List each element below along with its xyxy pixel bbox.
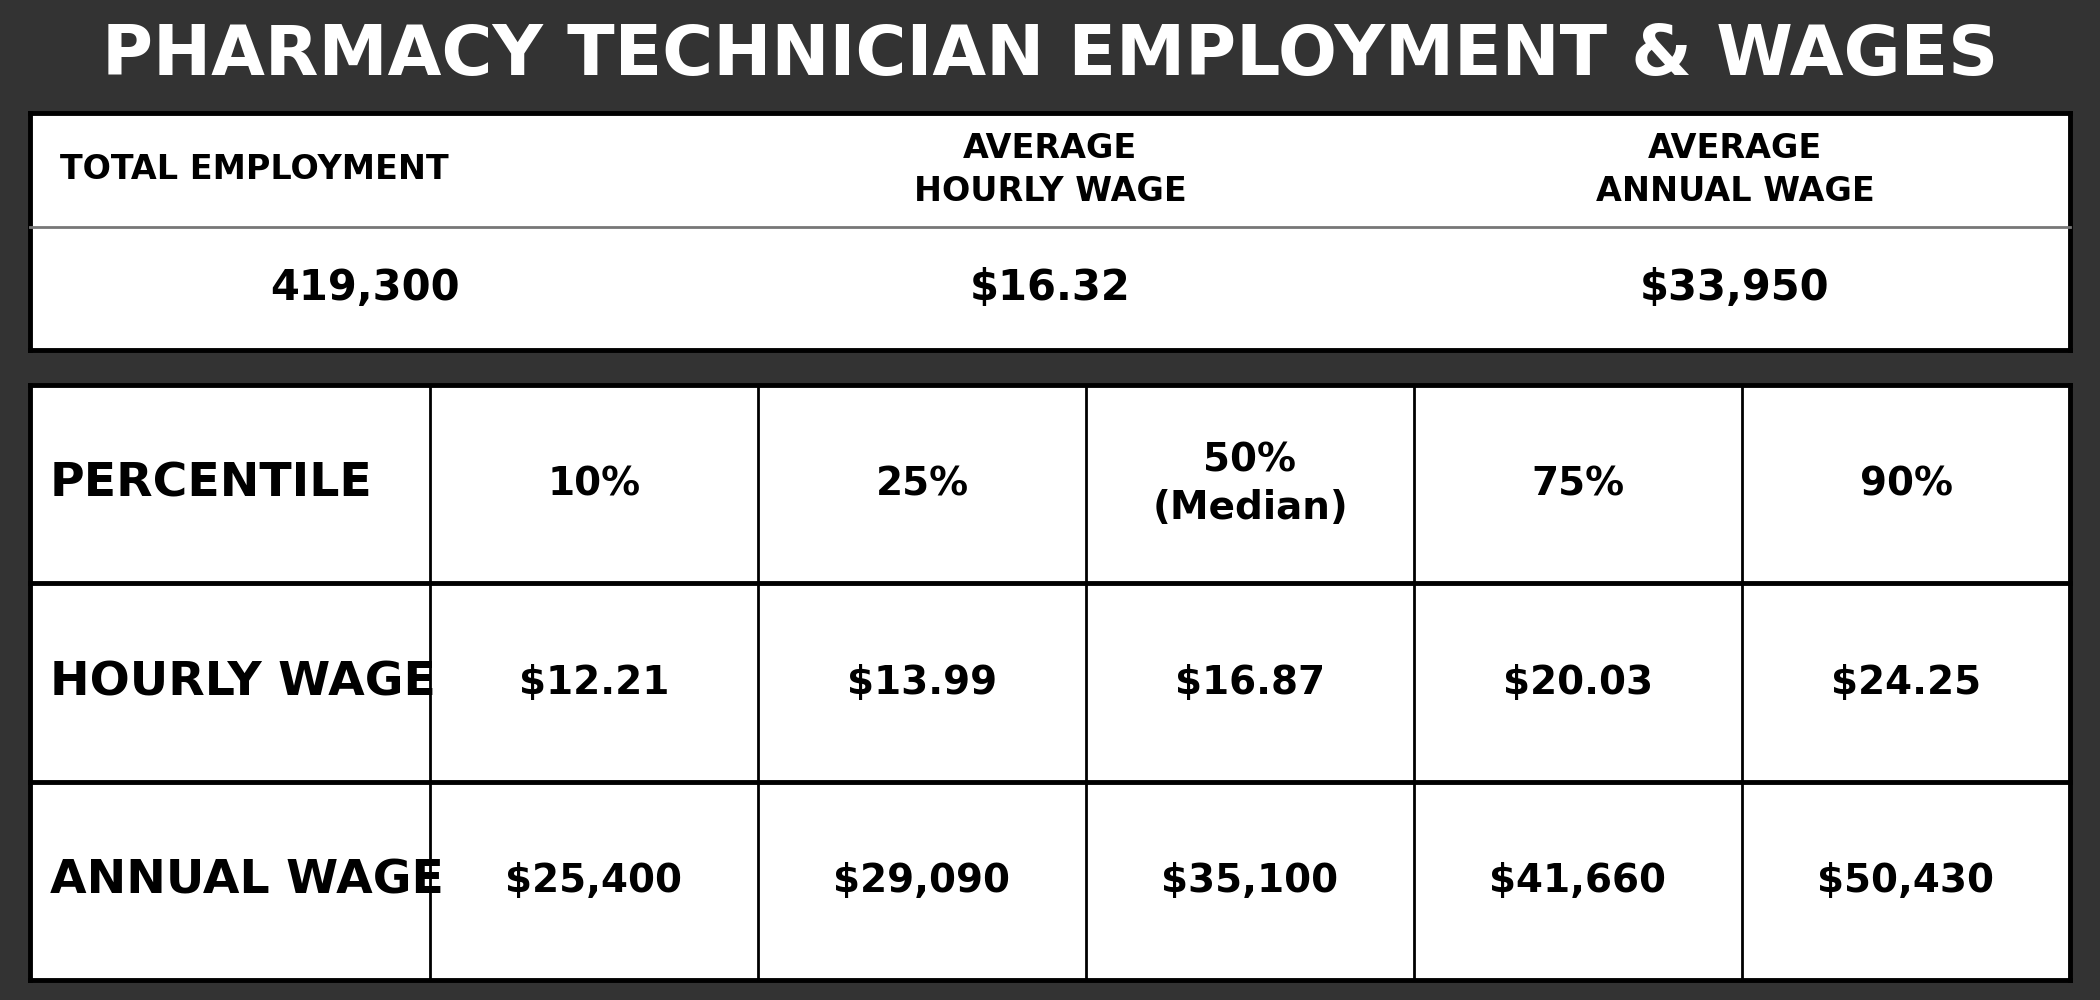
Text: $29,090: $29,090: [834, 862, 1010, 900]
Text: TOTAL EMPLOYMENT: TOTAL EMPLOYMENT: [61, 153, 449, 186]
Text: $16.87: $16.87: [1174, 664, 1325, 702]
Text: $50,430: $50,430: [1816, 862, 1995, 900]
Text: $25,400: $25,400: [506, 862, 682, 900]
Bar: [0, 0, 2100, 110]
Bar: [29, 385, 2071, 980]
Text: 90%: 90%: [1858, 465, 1953, 503]
Text: $24.25: $24.25: [1831, 664, 1980, 702]
Text: AVERAGE
ANNUAL WAGE: AVERAGE ANNUAL WAGE: [1596, 132, 1875, 208]
Text: 419,300: 419,300: [271, 267, 460, 309]
Text: PHARMACY TECHNICIAN EMPLOYMENT & WAGES: PHARMACY TECHNICIAN EMPLOYMENT & WAGES: [103, 21, 1997, 89]
Text: $33,950: $33,950: [1640, 267, 1829, 309]
Text: $41,660: $41,660: [1489, 862, 1667, 900]
Text: 50%
(Median): 50% (Median): [1153, 442, 1348, 527]
Text: 75%: 75%: [1531, 465, 1625, 503]
Text: HOURLY WAGE: HOURLY WAGE: [50, 660, 437, 705]
Text: $16.32: $16.32: [970, 267, 1130, 309]
Bar: [0, 350, 2100, 385]
Text: PERCENTILE: PERCENTILE: [50, 462, 374, 507]
Text: $35,100: $35,100: [1161, 862, 1338, 900]
Text: 25%: 25%: [876, 465, 968, 503]
Text: AVERAGE
HOURLY WAGE: AVERAGE HOURLY WAGE: [914, 132, 1186, 208]
Bar: [29, 113, 2071, 350]
Text: ANNUAL WAGE: ANNUAL WAGE: [50, 858, 443, 903]
Text: 10%: 10%: [548, 465, 640, 503]
Text: $12.21: $12.21: [519, 664, 670, 702]
Text: $20.03: $20.03: [1504, 664, 1653, 702]
Text: $13.99: $13.99: [846, 664, 998, 702]
